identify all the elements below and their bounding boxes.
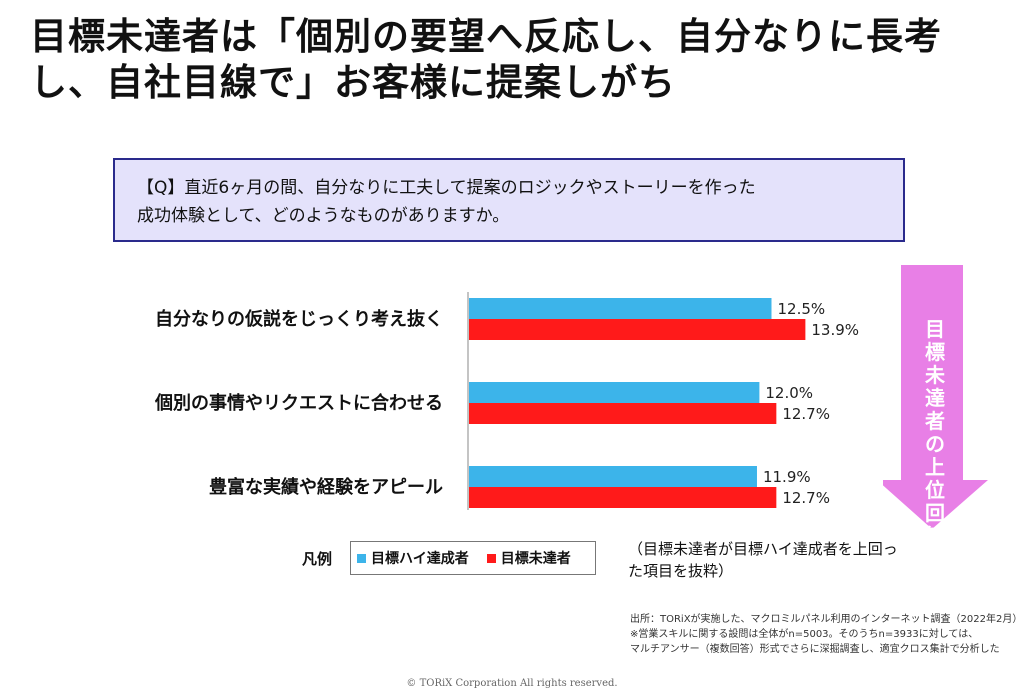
legend-note: （目標未達者が目標ハイ達成者を上回った項目を抜粋） [628, 540, 898, 580]
data-label: 11.9% [763, 468, 811, 486]
arrow-label: 目標未達者の上位回答 [925, 317, 945, 548]
category-label: 個別の事情やリクエストに合わせる [154, 392, 443, 414]
bar-high-achiever [469, 466, 757, 487]
source-line-2: ※営業スキルに関する設問は全体がn=5003。そのうちn=3933に対しては、 [630, 629, 979, 640]
data-label: 12.5% [778, 300, 826, 318]
category-label: 自分なりの仮説をじっくり考え抜く [155, 308, 443, 330]
data-label: 12.7% [782, 489, 830, 507]
data-label: 12.0% [765, 384, 813, 402]
data-label: 12.7% [782, 405, 830, 423]
data-label: 13.9% [811, 321, 859, 339]
legend-swatch-blue [357, 553, 366, 563]
source-note: 出所：TORiXが実施した、マクロミルパネル利用のインターネット調査（2022年… [630, 612, 1023, 657]
legend: 目標ハイ達成者 目標未達者 [350, 541, 596, 575]
bar-high-achiever [469, 382, 760, 403]
legend-label-high-achiever: 目標ハイ達成者 [371, 551, 469, 567]
legend-title: 凡例 [302, 550, 333, 568]
arrow-shape [883, 265, 988, 529]
legend-item-high-achiever: 目標ハイ達成者 [357, 548, 469, 568]
question-line-1: 【Q】直近6ヶ月の間、自分なりに工夫して提案のロジックやストーリーを作った [137, 178, 756, 198]
category-label: 豊富な実績や経験をアピール [209, 476, 443, 498]
page-title: 目標未達者は「個別の要望へ反応し、自分なりに長考し、自社目線で」お客様に提案しが… [30, 15, 942, 104]
bar-chart: 自分なりの仮説をじっくり考え抜く 12.5% 13.9% 個別の事情やリクエストに合わ… [154, 292, 859, 510]
question-box: 【Q】直近6ヶ月の間、自分なりに工夫して提案のロジックやストーリーを作った 成功… [113, 158, 905, 242]
source-line-3: マルチアンサー（複数回答）形式でさらに深掘調査し、適宜クロス集計で分析した [630, 644, 1000, 655]
legend-swatch-red [486, 553, 496, 563]
source-line-1: 出所：TORiXが実施した、マクロミルパネル利用のインターネット調査（2022年… [630, 614, 1023, 625]
copyright: © TORiX Corporation All rights reserved. [406, 678, 618, 689]
question-line-2: 成功体験として、どのようなものがありますか。 [137, 206, 510, 226]
arrow-icon [883, 265, 988, 529]
legend-label-under-achiever: 目標未達者 [500, 551, 571, 567]
bar-under-achiever [469, 487, 777, 508]
bar-under-achiever [469, 319, 806, 340]
bar-high-achiever [469, 298, 772, 319]
legend-item-under-achiever: 目標未達者 [486, 548, 571, 568]
bar-under-achiever [469, 403, 777, 424]
